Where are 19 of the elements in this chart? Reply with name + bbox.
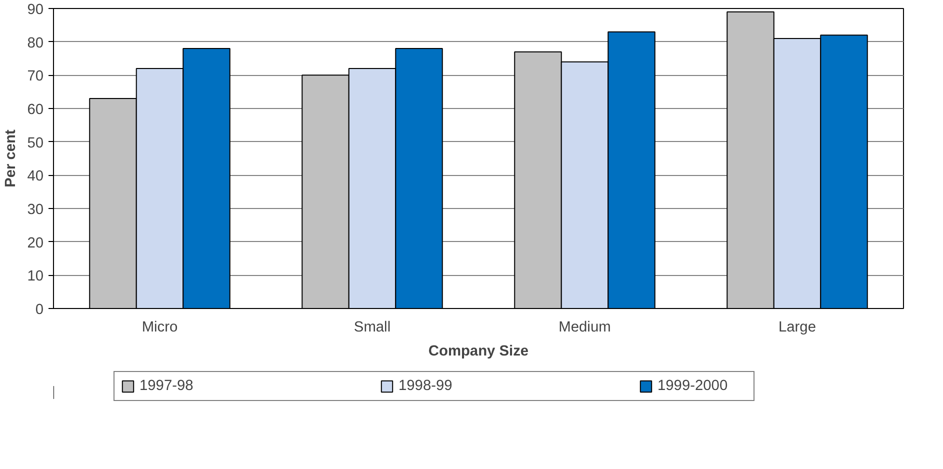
y-tick-label: 40 [27, 168, 44, 185]
x-tick-label: Micro [142, 320, 178, 336]
legend-label: 1999-2000 [658, 378, 729, 394]
y-tick-label: 80 [27, 35, 44, 52]
x-tick-label: Medium [558, 320, 611, 336]
y-tick-label: 90 [27, 2, 44, 18]
y-tick-label: 0 [35, 302, 44, 318]
legend-label: 1998-99 [398, 378, 454, 394]
y-tick-label: 50 [27, 135, 44, 152]
y-tick-label: 30 [27, 202, 44, 218]
x-tick-label: Small [354, 320, 391, 336]
y-tick-label: 60 [27, 102, 44, 118]
y-tick-label: 10 [27, 268, 44, 285]
x-tick-label: Large [778, 320, 816, 336]
x-axis-title: Company Size [428, 344, 529, 360]
y-axis-title: Per cent [3, 129, 20, 188]
legend-label: 1997-98 [140, 378, 194, 394]
y-tick-label: 20 [27, 235, 44, 252]
y-tick-label: 70 [27, 68, 44, 85]
